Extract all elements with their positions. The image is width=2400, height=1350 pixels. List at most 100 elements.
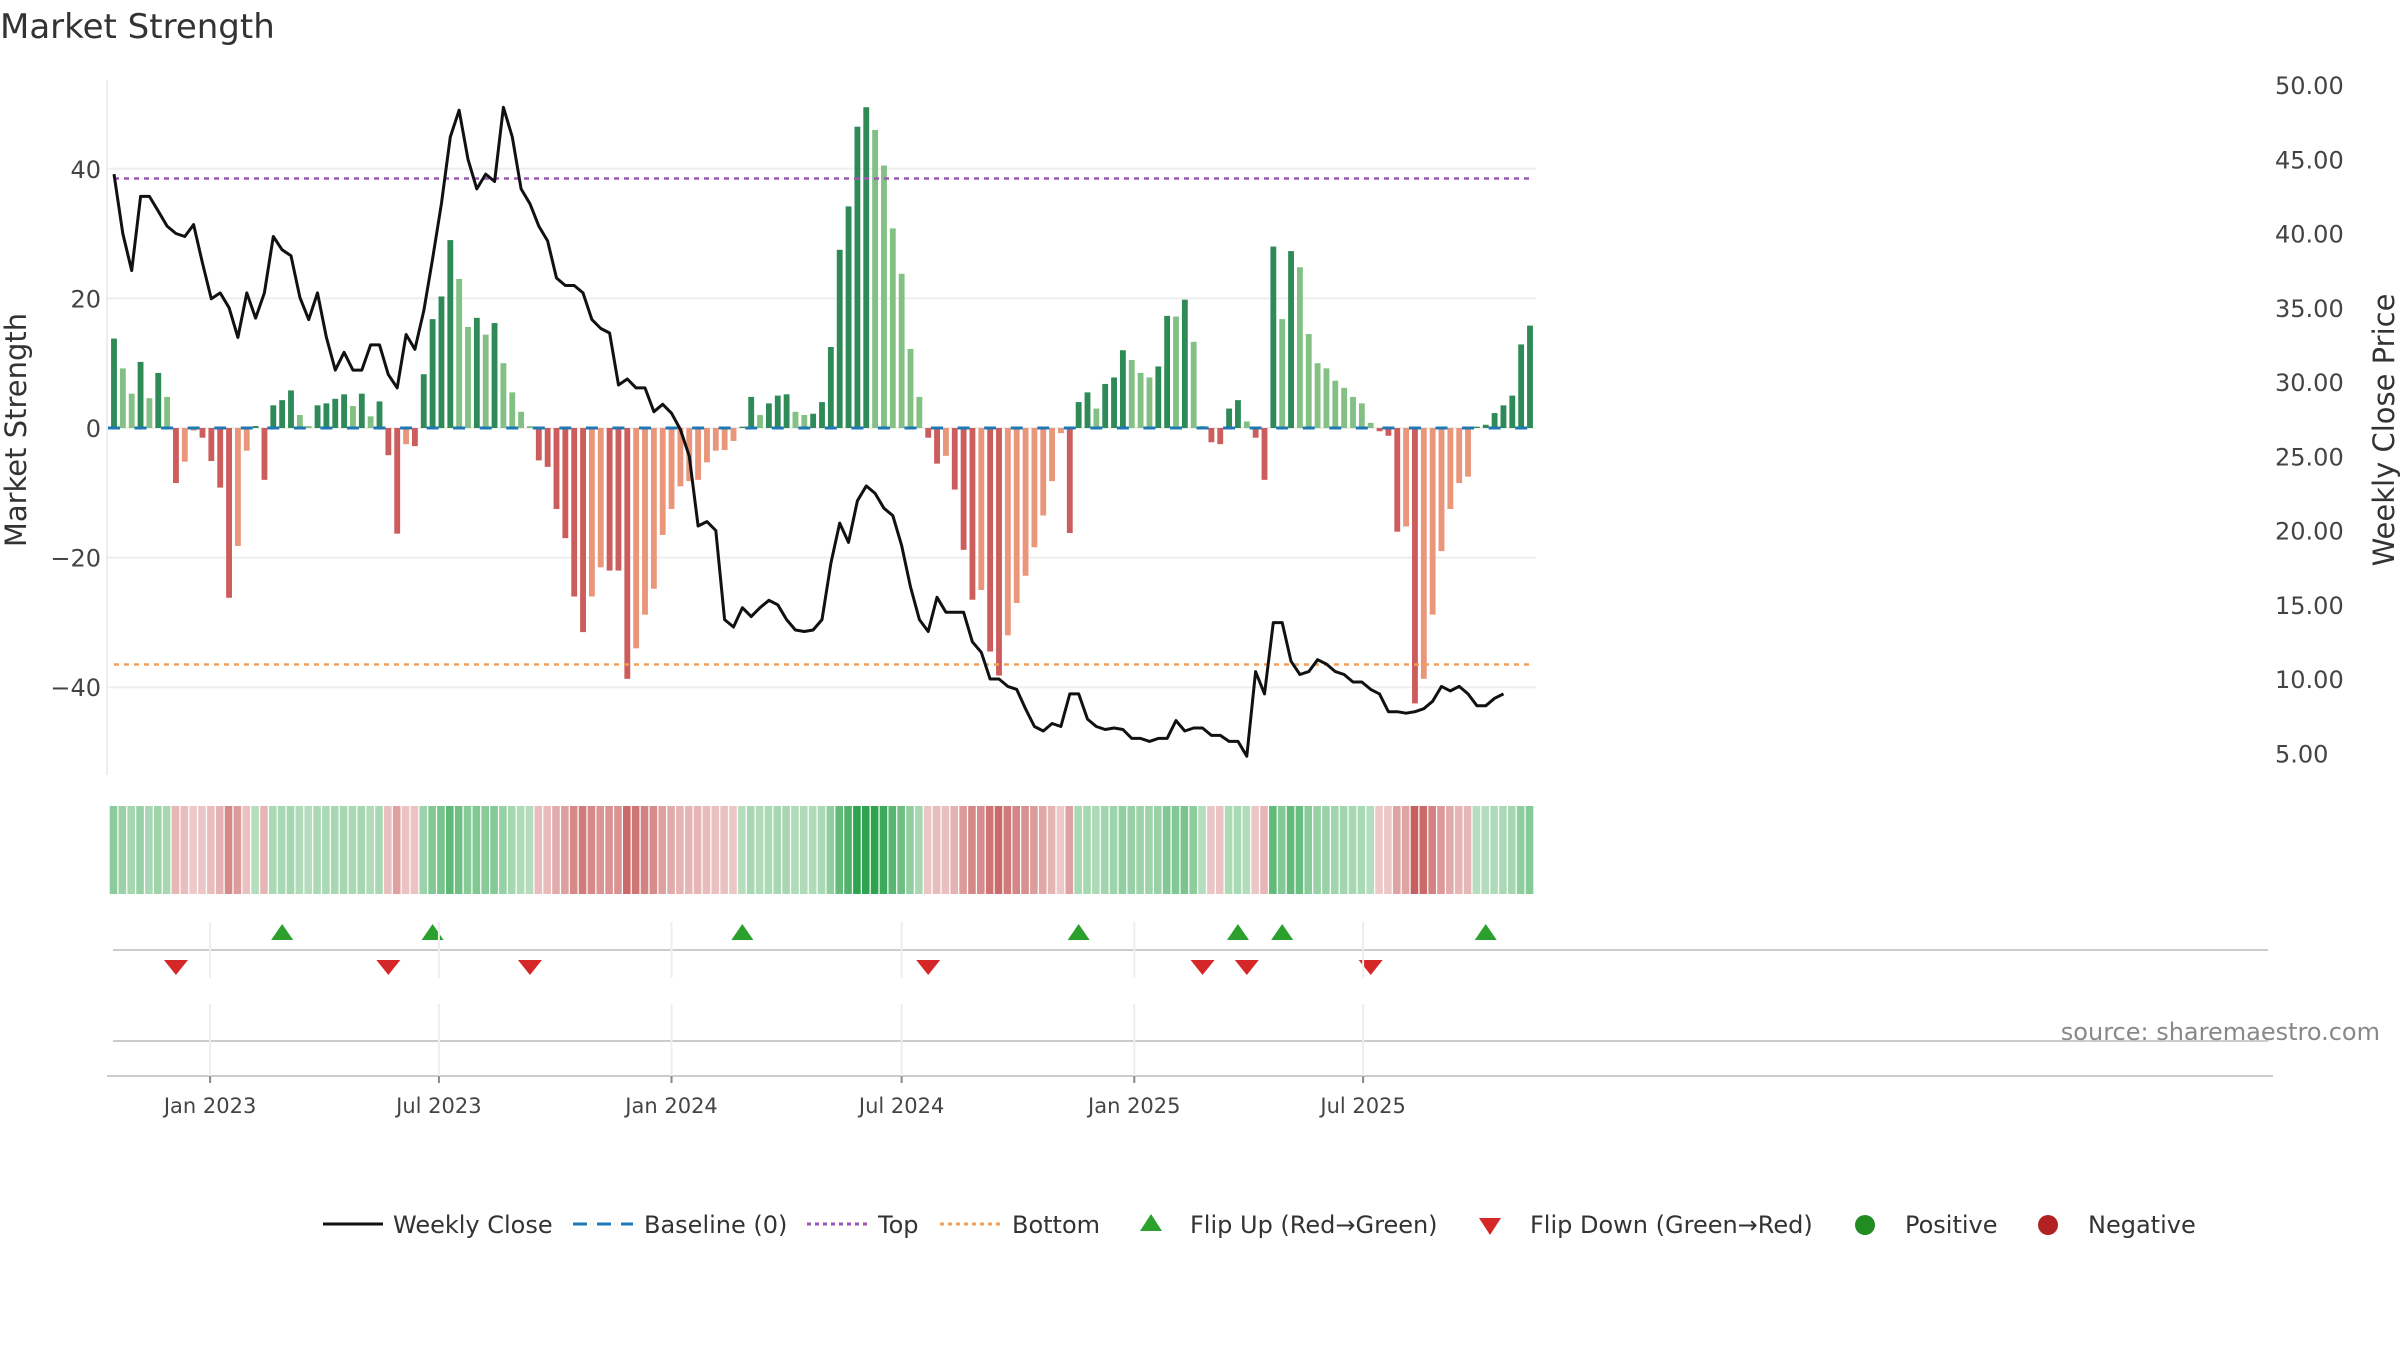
strength-bar [305, 426, 312, 428]
heat-cell [729, 806, 737, 894]
strength-bar [677, 428, 684, 487]
heat-cell [950, 806, 959, 894]
heat-cell [658, 806, 666, 894]
heat-cell [295, 806, 304, 894]
strength-bar [1473, 426, 1480, 428]
heat-cell [1092, 806, 1100, 894]
strength-bar [518, 411, 525, 428]
strength-bar [358, 393, 365, 428]
strength-bar [1084, 392, 1091, 428]
heat-cell [1127, 806, 1136, 894]
strength-bar [473, 317, 480, 428]
heat-cell [569, 806, 578, 894]
heat-cell [755, 806, 764, 894]
heat-cell [392, 806, 401, 894]
heat-cell [897, 806, 905, 894]
strength-bar [111, 338, 117, 428]
strength-bar [615, 428, 622, 571]
right-tick-label: 50.00 [2275, 72, 2344, 100]
heat-cell [322, 806, 330, 894]
weekly-close-line [112, 105, 1505, 758]
strength-bar [1252, 428, 1259, 438]
flip-up-marker [271, 924, 294, 940]
heat-cell [1242, 806, 1251, 894]
strength-bar [314, 405, 321, 428]
strength-bar [438, 296, 445, 428]
date-tick-label: Jul 2025 [1318, 1094, 1405, 1118]
heat-cell [693, 806, 702, 894]
strength-bar [774, 395, 781, 428]
strength-bar [1217, 428, 1224, 445]
heat-cell [1145, 806, 1153, 894]
heat-cell [516, 806, 525, 894]
heat-cell [180, 806, 189, 894]
strength-bar [721, 428, 728, 451]
strength-bar [411, 428, 418, 447]
heat-cell [888, 806, 897, 894]
heat-cell [490, 806, 498, 894]
strength-bar [739, 426, 746, 428]
date-axis-ticks: Jan 2023 Jul 2023 Jan 2024 Jul 2024 Jan 2025… [162, 1076, 1406, 1118]
strength-bar [1456, 428, 1463, 484]
heat-cell [720, 806, 728, 894]
strength-bar [1500, 405, 1507, 428]
strength-bar [1403, 428, 1410, 527]
heat-cell [844, 806, 852, 894]
strength-bar [562, 428, 569, 539]
strength-bar [332, 398, 339, 428]
legend-positive-swatch [1855, 1215, 1875, 1235]
heat-cell [1525, 806, 1534, 894]
strength-bar [1465, 428, 1471, 477]
strength-bar [1119, 350, 1126, 428]
heat-cell [977, 806, 985, 894]
flip-up-marker [731, 924, 754, 940]
strength-bar [155, 372, 162, 428]
flip-down-marker [1190, 960, 1215, 975]
heat-cell [428, 806, 436, 894]
heat-cell [1304, 806, 1313, 894]
right-tick-label: 40.00 [2275, 221, 2344, 249]
strength-bar [1102, 383, 1109, 428]
heat-cell [145, 806, 153, 894]
strength-bar [500, 363, 507, 428]
heat-cell [941, 806, 950, 894]
legend: Weekly Close Baseline (0) Top Bottom Fli… [323, 1211, 2196, 1239]
heat-cell [1215, 806, 1224, 894]
strength-bar [420, 374, 427, 428]
chart-title: Market Strength [0, 7, 275, 47]
strength-bar [916, 396, 923, 428]
heat-cell [702, 806, 711, 894]
heat-cell [348, 806, 357, 894]
heat-cell [985, 806, 994, 894]
strength-bar [1447, 428, 1454, 509]
heat-cell [853, 806, 861, 894]
heat-cell [835, 806, 843, 894]
heat-cell [614, 806, 622, 894]
heat-cell [738, 806, 746, 894]
strength-bar [403, 428, 409, 445]
strength-heat-strip [109, 806, 1534, 894]
heat-cell [1118, 806, 1127, 894]
heat-cell [1171, 806, 1180, 894]
right-axis-ticks: 50.00 45.00 40.00 35.00 30.00 25.00 20.00 15.00… [2275, 72, 2344, 768]
heat-cell [623, 806, 631, 894]
heat-cell [1109, 806, 1118, 894]
heat-cell [224, 806, 233, 894]
strength-bar [1040, 428, 1047, 516]
strength-bar [288, 390, 294, 428]
heat-cell [162, 806, 171, 894]
flip-up-marker [1226, 924, 1249, 940]
strength-bar [854, 126, 861, 429]
heat-cell [1136, 806, 1144, 894]
heat-cell [1038, 806, 1047, 894]
right-axis-title: Weekly Close Price [2367, 294, 2400, 567]
date-tick-label: Jan 2024 [623, 1094, 718, 1118]
strength-bar [1429, 428, 1436, 615]
strength-bar [1376, 428, 1383, 432]
heat-cell [800, 806, 808, 894]
heat-cell [764, 806, 773, 894]
strength-bar [491, 323, 498, 428]
strength-bar [1013, 428, 1020, 603]
strength-bar [279, 400, 286, 428]
strength-bar [1491, 413, 1498, 428]
